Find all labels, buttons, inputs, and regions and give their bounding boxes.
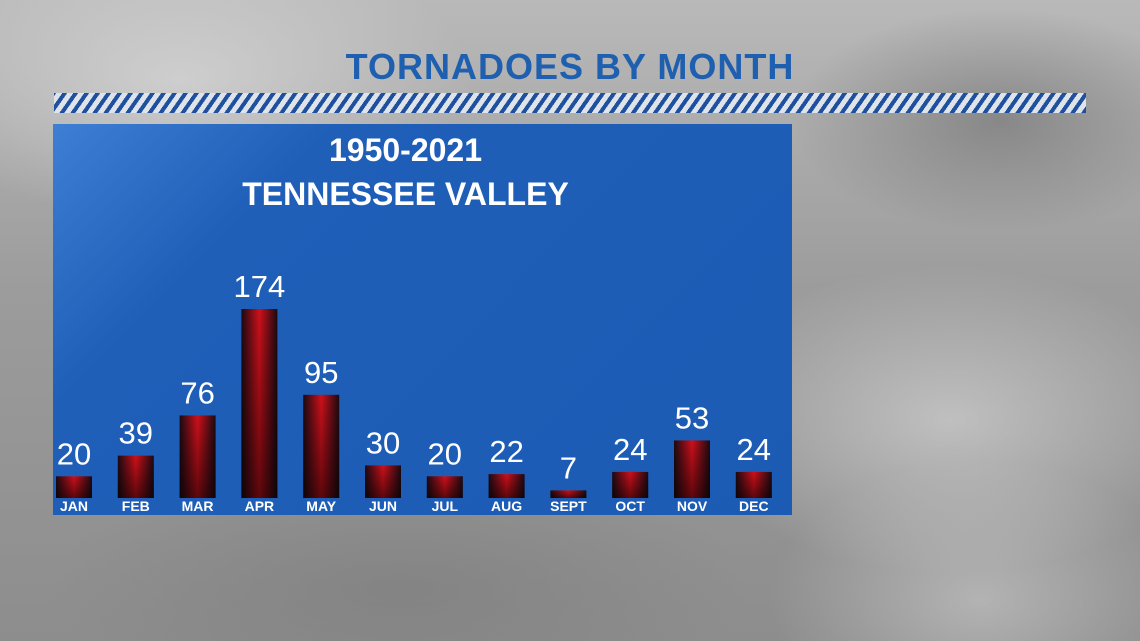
tick-label-sept: SEPT	[550, 498, 587, 514]
data-label-feb: 39	[119, 416, 153, 451]
tick-label-dec: DEC	[739, 498, 769, 514]
bar-shade-apr	[241, 309, 278, 498]
data-label-aug: 22	[489, 434, 523, 469]
tick-label-aug: AUG	[491, 498, 522, 514]
bar-shade-jan	[56, 476, 92, 498]
data-label-dec: 24	[737, 432, 771, 467]
tick-label-mar: MAR	[182, 498, 214, 514]
bar-shade-feb	[117, 455, 154, 498]
bar-shade-dec	[735, 471, 772, 498]
tick-label-jan: JAN	[60, 498, 88, 514]
bar-shade-jun	[365, 465, 401, 498]
tick-label-oct: OCT	[615, 498, 645, 514]
bar-shade-jul	[426, 476, 463, 498]
data-label-jul: 20	[428, 436, 462, 471]
data-label-may: 95	[304, 355, 338, 390]
bar-shade-may	[303, 394, 340, 498]
bar-shade-nov	[674, 440, 710, 498]
data-label-nov: 53	[675, 400, 709, 435]
data-label-oct: 24	[613, 432, 647, 467]
data-label-sept: 7	[560, 450, 577, 485]
bar-shade-mar	[179, 415, 216, 498]
data-label-apr: 174	[234, 269, 286, 304]
tick-label-jun: JUN	[369, 498, 397, 514]
data-label-mar: 76	[180, 375, 214, 410]
bar-shade-oct	[612, 471, 649, 498]
subtitle-region: TENNESSEE VALLEY	[242, 176, 569, 212]
tick-label-feb: FEB	[122, 498, 150, 514]
tick-label-apr: APR	[245, 498, 275, 514]
chart-panel: 1950-2021 TENNESSEE VALLEY 20 JAN 39 FEB 76 M…	[53, 124, 792, 515]
bar-shade-aug	[488, 474, 525, 498]
bar-shade-sept	[550, 490, 587, 498]
tick-label-may: MAY	[306, 498, 336, 514]
subtitle-years: 1950-2021	[328, 132, 483, 168]
chart-title: TORNADOES BY MONTH	[345, 46, 795, 87]
bar-chart: 20 JAN 39 FEB 76 MAR 174 APR 95 MAY 30 JUN 20 JUL 22 AU…	[56, 269, 772, 514]
data-label-jun: 30	[366, 425, 400, 460]
tick-label-nov: NOV	[677, 498, 708, 514]
data-label-jan: 20	[57, 436, 91, 471]
tick-label-jul: JUL	[432, 498, 459, 514]
title-stripe-divider	[54, 93, 1086, 113]
